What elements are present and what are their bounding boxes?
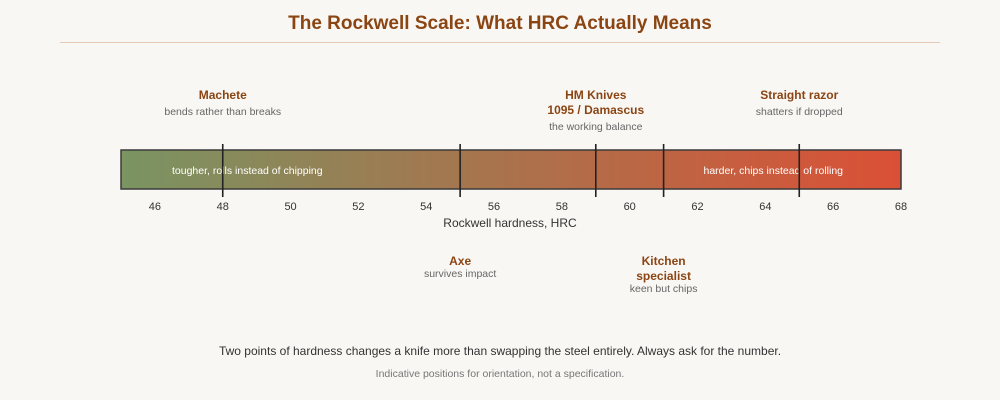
marker-title: 1095 / Damascus — [547, 103, 644, 117]
tick-label: 62 — [691, 201, 703, 213]
tick-label: 48 — [217, 201, 229, 213]
tick-label: 58 — [556, 201, 568, 213]
tick-label: 46 — [149, 201, 161, 213]
marker-subtitle: the working balance — [549, 121, 643, 133]
marker-title: Kitchen — [642, 254, 686, 268]
axis-title: Rockwell hardness, HRC — [443, 216, 577, 230]
tick-label: 52 — [352, 201, 364, 213]
title-divider — [60, 42, 940, 43]
tick-label: 64 — [759, 201, 771, 213]
marker-subtitle: shatters if dropped — [756, 106, 843, 118]
tick-label: 56 — [488, 201, 500, 213]
marker-title: Straight razor — [760, 88, 838, 102]
tick-label: 66 — [827, 201, 839, 213]
marker-title: HM Knives — [565, 88, 627, 102]
bar-left-text: tougher, rolls instead of chipping — [172, 165, 323, 177]
marker-title: Axe — [449, 254, 471, 268]
hardness-bar — [120, 149, 902, 190]
tick-label: 68 — [895, 201, 907, 213]
marker-subtitle: survives impact — [424, 268, 496, 280]
tick-label: 54 — [420, 201, 432, 213]
marker-title: Machete — [199, 88, 247, 102]
bar-right-text: harder, chips instead of rolling — [704, 165, 844, 177]
tick-label: 50 — [284, 201, 296, 213]
marker-title: specialist — [636, 269, 691, 283]
footer-text: Two points of hardness changes a knife m… — [218, 344, 782, 358]
page-title: The Rockwell Scale: What HRC Actually Me… — [288, 13, 712, 34]
marker-subtitle: bends rather than breaks — [164, 106, 281, 118]
tick-label: 60 — [624, 201, 636, 213]
footnote: Indicative positions for orientation, no… — [375, 368, 625, 380]
marker-subtitle: keen but chips — [630, 283, 698, 295]
